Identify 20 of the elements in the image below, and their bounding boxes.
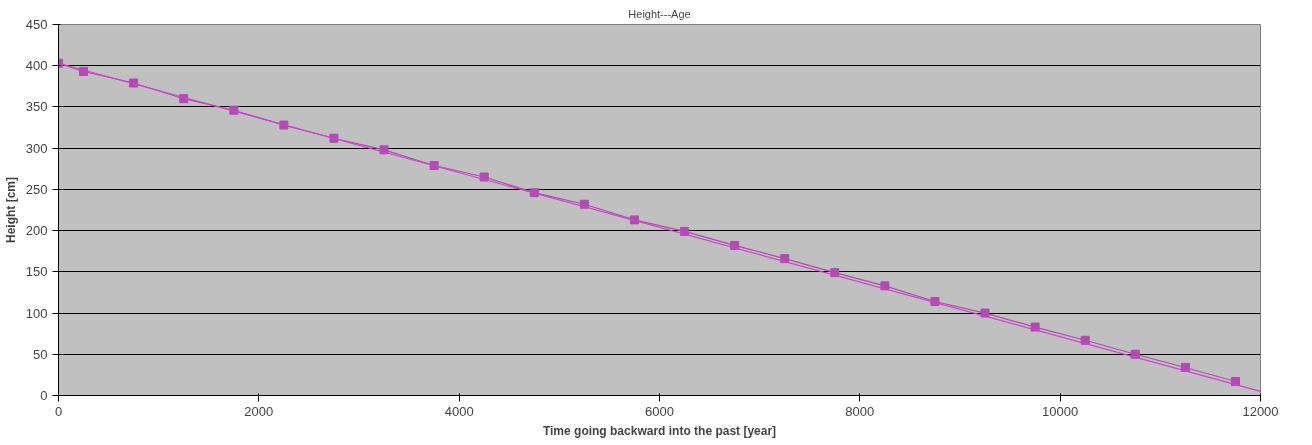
x-tick-label: 4000 bbox=[444, 403, 474, 419]
chart-title: Height---Age bbox=[628, 7, 691, 20]
y-tick-label: 150 bbox=[25, 264, 48, 280]
y-tick-label: 350 bbox=[25, 99, 48, 115]
y-tick-label: 0 bbox=[40, 388, 48, 403]
y-tick-label: 450 bbox=[25, 17, 48, 32]
x-tick-label: 12000 bbox=[1242, 403, 1279, 419]
y-tick-label: 100 bbox=[25, 305, 48, 321]
y-axis-title: Height [cm] bbox=[3, 177, 18, 243]
y-tick-label: 250 bbox=[25, 181, 48, 197]
y-tick-label: 300 bbox=[25, 140, 48, 156]
x-tick-label: 2000 bbox=[244, 403, 274, 419]
y-tick-label: 400 bbox=[25, 58, 48, 74]
x-tick-label: 10000 bbox=[1042, 403, 1079, 419]
x-tick-label: 8000 bbox=[845, 403, 875, 419]
x-tick-label: 0 bbox=[54, 403, 63, 419]
y-tick-label: 50 bbox=[33, 346, 48, 362]
x-axis-title: Time going backward into the past [year] bbox=[542, 423, 777, 438]
x-tick-label: 6000 bbox=[645, 403, 674, 419]
y-tick-label: 200 bbox=[25, 223, 48, 239]
